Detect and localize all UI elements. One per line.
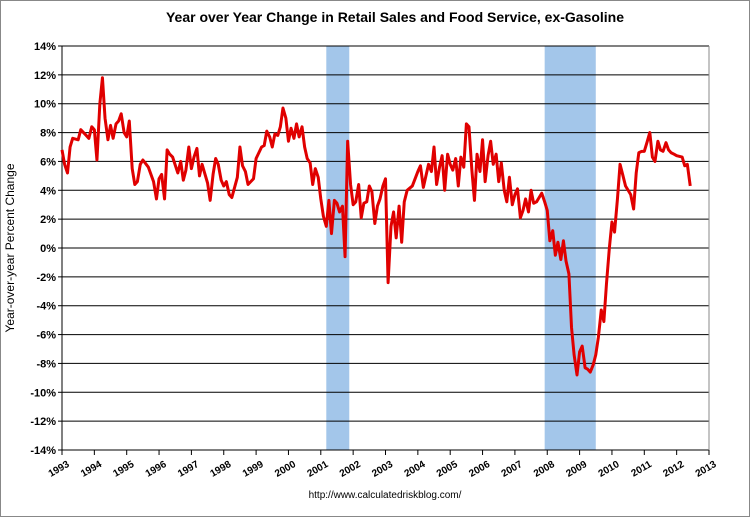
y-tick-label: 8% [40, 128, 56, 140]
y-tick-label: -4% [36, 301, 56, 313]
y-tick-label: -6% [36, 330, 56, 342]
y-tick-label: 14% [34, 41, 56, 53]
y-tick-label: 6% [40, 156, 56, 168]
chart-title: Year over Year Change in Retail Sales an… [166, 9, 624, 25]
y-tick-label: 10% [34, 99, 56, 111]
y-tick-label: -8% [36, 358, 56, 370]
y-tick-label: 4% [40, 185, 56, 197]
source-note: http://www.calculatedriskblog.com/ [309, 490, 462, 501]
y-tick-label: -10% [30, 387, 56, 399]
y-tick-label: 2% [40, 214, 56, 226]
y-tick-label: 12% [34, 70, 56, 82]
y-tick-label: -12% [30, 416, 56, 428]
y-tick-label: -14% [30, 445, 56, 457]
y-axis-label: Year-over-year Percent Change [3, 163, 17, 332]
y-tick-label: -2% [36, 272, 56, 284]
y-tick-label: 0% [40, 243, 56, 255]
data-line [60, 76, 692, 377]
